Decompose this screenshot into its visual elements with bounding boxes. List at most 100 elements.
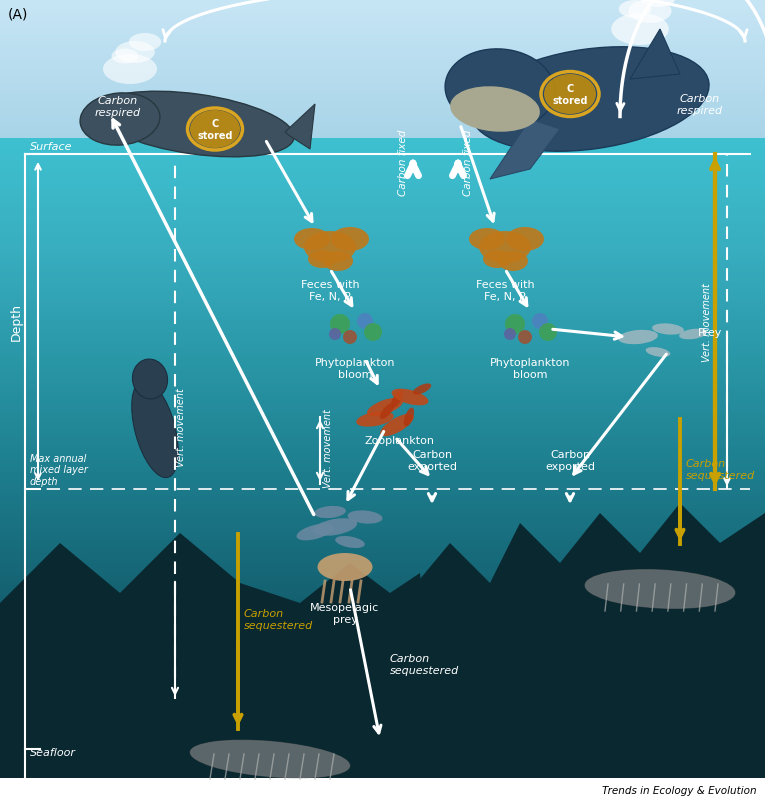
Ellipse shape <box>129 34 161 52</box>
Bar <box>0 487 765 491</box>
Bar <box>0 420 765 424</box>
Bar <box>0 62 765 67</box>
Bar <box>0 480 765 484</box>
Bar <box>0 703 765 707</box>
Bar <box>0 778 765 803</box>
Bar <box>0 650 765 654</box>
Bar <box>0 238 765 242</box>
Bar <box>0 579 765 583</box>
Ellipse shape <box>132 360 168 399</box>
Bar <box>0 719 765 724</box>
Bar <box>0 675 765 679</box>
Bar <box>0 698 765 778</box>
Bar <box>0 758 765 762</box>
Text: Prey: Prey <box>698 328 722 337</box>
Bar <box>0 499 765 503</box>
Bar <box>0 263 765 267</box>
Bar <box>0 401 765 405</box>
Bar <box>0 48 765 52</box>
Bar <box>0 687 765 692</box>
Ellipse shape <box>323 251 353 271</box>
Ellipse shape <box>392 389 428 406</box>
Bar <box>0 108 765 112</box>
Bar <box>0 215 765 219</box>
Bar <box>0 678 765 683</box>
Polygon shape <box>490 120 560 180</box>
Bar <box>0 114 765 119</box>
Bar <box>0 93 765 98</box>
Bar <box>0 132 765 137</box>
Bar <box>0 222 765 226</box>
Bar <box>0 430 765 434</box>
Bar <box>0 142 765 146</box>
Bar <box>0 548 765 552</box>
Bar <box>0 435 765 440</box>
Bar <box>0 736 765 740</box>
Ellipse shape <box>297 524 334 540</box>
Bar <box>0 669 765 673</box>
Ellipse shape <box>391 390 403 409</box>
Bar <box>0 139 765 143</box>
Ellipse shape <box>404 408 414 427</box>
Text: Vert. movement: Vert. movement <box>176 388 186 467</box>
Text: Carbon
sequestered: Carbon sequestered <box>390 654 459 675</box>
Bar <box>0 471 765 475</box>
Ellipse shape <box>585 570 735 609</box>
Bar <box>0 165 765 169</box>
Bar <box>0 124 765 129</box>
Bar <box>0 174 765 178</box>
Bar <box>0 752 765 756</box>
Bar <box>0 100 765 105</box>
Bar <box>0 128 765 132</box>
Bar <box>0 432 765 437</box>
Ellipse shape <box>294 229 330 251</box>
Circle shape <box>364 324 382 341</box>
Bar <box>0 745 765 749</box>
Bar <box>0 231 765 235</box>
Bar <box>0 0 765 3</box>
Bar <box>0 723 765 727</box>
Bar <box>0 716 765 720</box>
Bar <box>0 464 765 468</box>
Text: Zooplankton: Zooplankton <box>365 435 435 446</box>
Text: Carbon
exported: Carbon exported <box>545 450 595 471</box>
Bar <box>0 362 765 366</box>
Bar <box>0 605 765 609</box>
Bar <box>0 630 765 634</box>
Bar <box>0 592 765 596</box>
Bar <box>0 241 765 245</box>
Text: Feces with
Fe, N, P: Feces with Fe, N, P <box>301 279 360 301</box>
Bar <box>0 496 765 500</box>
Bar <box>0 394 765 398</box>
Circle shape <box>357 314 373 329</box>
Bar <box>0 55 765 59</box>
Bar <box>0 474 765 478</box>
Bar <box>0 522 765 526</box>
Bar <box>0 69 765 73</box>
Bar <box>0 177 765 181</box>
Bar <box>0 286 765 290</box>
Circle shape <box>539 324 557 341</box>
Bar <box>0 311 765 316</box>
Bar <box>0 372 765 376</box>
Ellipse shape <box>679 329 707 340</box>
Bar <box>0 320 765 325</box>
Bar <box>0 276 765 280</box>
Bar <box>0 774 765 778</box>
Bar <box>0 333 765 338</box>
Bar <box>0 397 765 402</box>
Bar <box>0 181 765 185</box>
Bar <box>0 710 765 714</box>
Polygon shape <box>380 503 765 778</box>
Bar <box>0 346 765 350</box>
Bar <box>0 528 765 532</box>
Bar <box>0 343 765 347</box>
Text: Carbon
sequestered: Carbon sequestered <box>686 459 755 480</box>
Bar <box>0 694 765 699</box>
Bar <box>0 589 765 593</box>
Text: Vert. movement: Vert. movement <box>323 409 333 488</box>
Bar <box>0 324 765 328</box>
Text: Phytoplankton
bloom: Phytoplankton bloom <box>490 357 570 379</box>
Text: Carbon fixed: Carbon fixed <box>398 129 408 195</box>
Text: Carbon
respired: Carbon respired <box>95 96 141 118</box>
